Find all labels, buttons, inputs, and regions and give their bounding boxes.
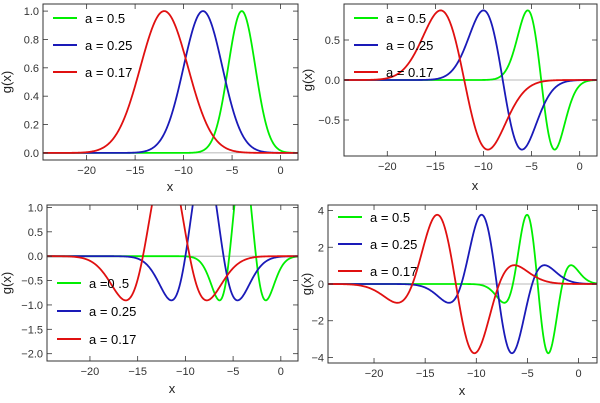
series-line-2 bbox=[47, 205, 298, 302]
x-tick-label: −10 bbox=[176, 366, 195, 378]
chart-panel-top-left: −20 −15 −10 −5 0 0.0 0.2 0.4 0.6 0.8 1.0 x g(x) a = 0… bbox=[0, 3, 299, 194]
x-tick-label: −15 bbox=[416, 368, 435, 380]
legend: a =0 .5 a = 0.25 a = 0.17 bbox=[57, 276, 136, 347]
x-tick-label: −5 bbox=[521, 368, 534, 380]
x-tick-label: −5 bbox=[226, 165, 239, 177]
y-tick-label: −2 bbox=[311, 316, 324, 328]
y-tick-label: 0.8 bbox=[24, 34, 39, 46]
legend-label-3: a = 0.17 bbox=[89, 332, 136, 347]
series-line-3 bbox=[328, 213, 597, 355]
y-tick-label: 4 bbox=[318, 206, 324, 218]
y-tick-label: 0.0 bbox=[24, 148, 39, 160]
legend-label-1: a =0 .5 bbox=[89, 276, 129, 291]
plot-frame bbox=[42, 3, 299, 161]
legend-label-1: a = 0.5 bbox=[386, 11, 426, 26]
legend-label-1: a = 0.5 bbox=[370, 210, 410, 225]
y-tick-label: 0.4 bbox=[24, 91, 39, 103]
y-axis-title: g(x) bbox=[299, 273, 314, 295]
legend-label-3: a = 0.17 bbox=[386, 65, 433, 80]
series-line-3 bbox=[47, 205, 298, 302]
y-tick-label: 0.5 bbox=[28, 227, 43, 239]
series-line-2 bbox=[43, 10, 298, 154]
x-tick-label: 0 bbox=[576, 368, 582, 380]
y-tick-label: −0.5 bbox=[318, 115, 340, 127]
y-tick-label: −1.0 bbox=[21, 300, 43, 312]
series-line-1 bbox=[43, 10, 298, 154]
legend-label-3: a = 0.17 bbox=[370, 264, 417, 279]
y-axis-title: g(x) bbox=[0, 71, 14, 93]
legend-label-2: a = 0.25 bbox=[85, 38, 132, 53]
chart-panel-bottom-left: −20 −15 −10 −5 0 −2.0 −1.5 −1.0 −0.5 0.0 0.5 1.0 x g(… bbox=[0, 202, 299, 396]
y-tick-label: 0.2 bbox=[24, 120, 39, 132]
x-axis-title: x bbox=[169, 381, 176, 396]
legend-label-1: a = 0.5 bbox=[85, 11, 125, 26]
x-tick-label: −5 bbox=[525, 161, 538, 173]
x-tick-label: −15 bbox=[128, 366, 147, 378]
legend-label-2: a = 0.25 bbox=[386, 38, 433, 53]
x-axis-title: x bbox=[459, 383, 466, 398]
legend: a = 0.5 a = 0.25 a = 0.17 bbox=[338, 210, 417, 279]
series-line-2 bbox=[344, 9, 597, 151]
x-tick-label: −15 bbox=[126, 165, 145, 177]
y-tick-label: −0.5 bbox=[21, 276, 43, 288]
x-tick-label: −5 bbox=[227, 366, 240, 378]
x-axis-title: x bbox=[167, 179, 174, 194]
series-line-3 bbox=[43, 10, 298, 154]
x-tick-label: −20 bbox=[365, 368, 384, 380]
y-tick-label: 0 bbox=[318, 279, 324, 291]
y-tick-label: −1.5 bbox=[21, 324, 43, 336]
y-tick-label: 0.0 bbox=[325, 75, 340, 87]
legend-label-2: a = 0.25 bbox=[370, 237, 417, 252]
y-tick-label: −4 bbox=[311, 352, 324, 364]
chart-panel-top-right: −20 −15 −10 −5 0−0.50.00.5xg(x)a = 0.5a = 0.… bbox=[300, 3, 598, 193]
y-tick-label: 0.0 bbox=[28, 251, 43, 263]
x-axis-title: x bbox=[472, 178, 479, 193]
y-tick-label: 1.0 bbox=[24, 6, 39, 18]
series-line-2 bbox=[328, 213, 597, 355]
y-tick-label: 2 bbox=[318, 242, 324, 254]
legend: a = 0.5 a = 0.25 a = 0.17 bbox=[53, 11, 132, 80]
x-tick-label: 0 bbox=[277, 165, 283, 177]
series-line-3 bbox=[344, 9, 597, 151]
y-tick-label: −2.0 bbox=[21, 349, 43, 361]
legend-label-3: a = 0.17 bbox=[85, 65, 132, 80]
x-tick-label: 0 bbox=[577, 161, 583, 173]
plot-frame bbox=[46, 204, 299, 362]
y-axis-title: g(x) bbox=[0, 272, 14, 294]
x-tick-label: 0 bbox=[278, 366, 284, 378]
y-tick-label: 1.0 bbox=[28, 202, 43, 214]
x-tick-label: −15 bbox=[426, 161, 445, 173]
x-tick-label: −20 bbox=[77, 165, 96, 177]
y-tick-label: 0.5 bbox=[325, 35, 340, 47]
y-tick-label: 0.6 bbox=[24, 63, 39, 75]
legend-label-2: a = 0.25 bbox=[89, 304, 136, 319]
legend: a = 0.5 a = 0.25 a = 0.17 bbox=[354, 11, 433, 80]
y-axis-title: g(x) bbox=[300, 69, 315, 91]
x-tick-label: −10 bbox=[467, 368, 486, 380]
x-tick-label: −20 bbox=[378, 161, 397, 173]
x-tick-label: −20 bbox=[81, 366, 100, 378]
x-tick-label: −10 bbox=[474, 161, 493, 173]
x-tick-label: −10 bbox=[174, 165, 193, 177]
